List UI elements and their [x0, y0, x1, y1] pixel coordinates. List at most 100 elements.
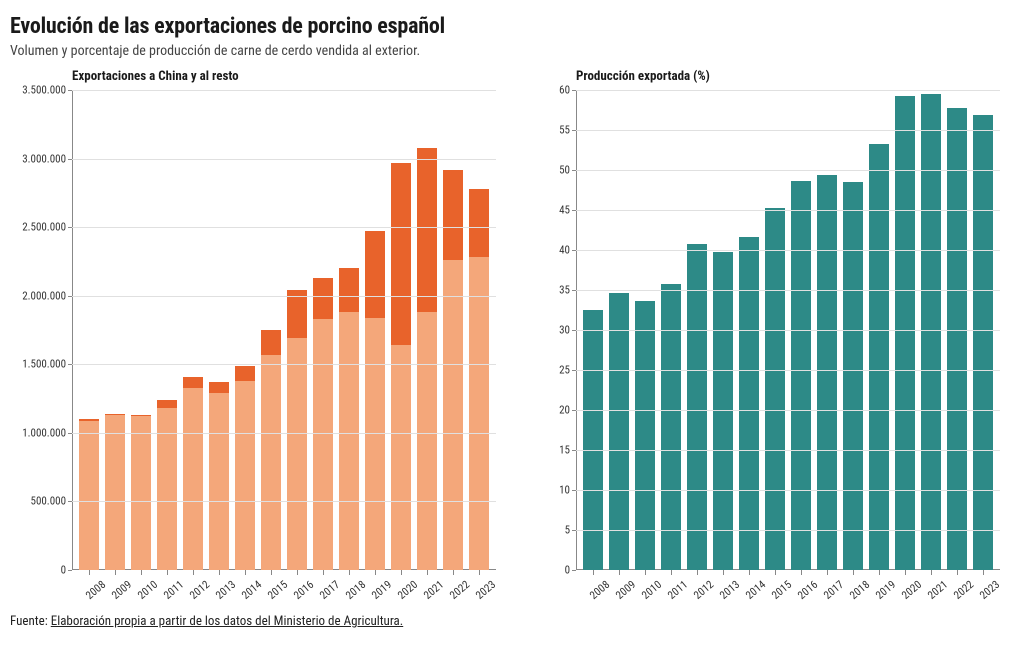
- x-tick-mark: [931, 570, 932, 575]
- x-tick-mark: [671, 570, 672, 575]
- stacked-bar: [365, 231, 386, 570]
- bar-slot: [284, 90, 310, 570]
- x-label-slot: 2017: [310, 570, 336, 598]
- x-label-slot: 2020: [388, 570, 414, 598]
- x-label-slot: 2016: [788, 570, 814, 598]
- stacked-bar: [235, 366, 256, 570]
- bar-slot: [232, 90, 258, 570]
- source-footer: Fuente: Elaboración propia a partir de l…: [10, 614, 1010, 629]
- x-tick-mark: [593, 570, 594, 575]
- bar-segment: [661, 284, 682, 570]
- x-tick-mark: [89, 570, 90, 575]
- chart-title: Evolución de las exportaciones de porcin…: [10, 14, 1010, 39]
- x-label-slot: 2015: [762, 570, 788, 598]
- x-label-slot: 2010: [632, 570, 658, 598]
- grid-line: [72, 159, 496, 160]
- y-tick-label: 20: [559, 403, 576, 416]
- y-tick-label: 2.500.000: [22, 221, 72, 234]
- x-label-slot: 2023: [970, 570, 996, 598]
- x-label-slot: 2013: [206, 570, 232, 598]
- x-label-slot: 2022: [944, 570, 970, 598]
- y-tick-label: 35: [559, 284, 576, 297]
- percent-bar: [661, 284, 682, 570]
- y-tick-label: 30: [559, 324, 576, 337]
- x-tick-mark: [219, 570, 220, 575]
- percent-bar: [817, 175, 838, 570]
- bar-slot: [336, 90, 362, 570]
- x-label-slot: 2014: [232, 570, 258, 598]
- panel-left-title: Exportaciones a China y al resto: [72, 69, 496, 84]
- percent-bar: [791, 181, 812, 570]
- x-tick-mark: [801, 570, 802, 575]
- x-label-slot: 2008: [580, 570, 606, 598]
- bar-slot: [128, 90, 154, 570]
- x-tick-mark: [827, 570, 828, 575]
- source-link[interactable]: Elaboración propia a partir de los datos…: [51, 614, 403, 629]
- bar-segment-china: [235, 366, 256, 381]
- bar-segment-rest: [209, 393, 230, 570]
- grid-line: [576, 410, 1000, 411]
- bar-segment-rest: [183, 388, 204, 570]
- plot-exports-volume: 2008200920102011201220132014201520162017…: [72, 90, 496, 570]
- x-label-slot: 2011: [658, 570, 684, 598]
- stacked-bar: [469, 189, 490, 570]
- stacked-bar: [339, 268, 360, 570]
- y-tick-label: 0: [61, 564, 72, 577]
- x-label-slot: 2014: [736, 570, 762, 598]
- bar-segment-china: [261, 330, 282, 355]
- panel-exports-percent: Producción exportada (%) 200820092010201…: [516, 69, 1000, 570]
- bar-slot: [154, 90, 180, 570]
- bar-segment: [583, 310, 604, 570]
- x-label-slot: 2021: [918, 570, 944, 598]
- x-tick-mark: [193, 570, 194, 575]
- x-label-slot: 2019: [362, 570, 388, 598]
- x-label-slot: 2018: [336, 570, 362, 598]
- x-label-slot: 2022: [440, 570, 466, 598]
- panel-right-title: Producción exportada (%): [576, 69, 1000, 84]
- percent-bar: [609, 293, 630, 570]
- x-tick-mark: [323, 570, 324, 575]
- bar-segment-china: [417, 148, 438, 313]
- bar-segment: [791, 181, 812, 570]
- grid-line: [576, 290, 1000, 291]
- stacked-bar: [313, 278, 334, 570]
- bar-segment-rest: [339, 312, 360, 570]
- stacked-bar: [391, 163, 412, 570]
- y-tick-label: 50: [559, 163, 576, 176]
- bar-slot: [180, 90, 206, 570]
- x-tick-mark: [427, 570, 428, 575]
- x-tick-mark: [645, 570, 646, 575]
- x-tick-mark: [479, 570, 480, 575]
- grid-line: [72, 364, 496, 365]
- x-tick-mark: [453, 570, 454, 575]
- grid-line: [576, 170, 1000, 171]
- bar-segment: [973, 115, 994, 570]
- x-tick-label: 2023: [977, 578, 1002, 602]
- bar-slot: [466, 90, 492, 570]
- percent-bar: [947, 108, 968, 570]
- bar-segment: [739, 237, 760, 570]
- bar-segment-rest: [287, 338, 308, 570]
- bar-segment: [765, 208, 786, 570]
- bar-segment-china: [365, 231, 386, 317]
- grid-line: [576, 490, 1000, 491]
- y-tick-label: 40: [559, 243, 576, 256]
- grid-line: [576, 530, 1000, 531]
- grid-line: [72, 501, 496, 502]
- grid-line: [576, 450, 1000, 451]
- percent-bar: [739, 237, 760, 570]
- bar-segment-rest: [443, 260, 464, 570]
- y-tick-label: 500.000: [31, 495, 72, 508]
- stacked-bar: [287, 290, 308, 570]
- x-tick-mark: [619, 570, 620, 575]
- stacked-bar: [417, 148, 438, 570]
- x-tick-mark: [775, 570, 776, 575]
- x-tick-mark: [697, 570, 698, 575]
- bar-slot: [414, 90, 440, 570]
- panel-exports-volume: Exportaciones a China y al resto 2008200…: [10, 69, 496, 570]
- stacked-bar: [79, 419, 100, 570]
- grid-line: [576, 90, 1000, 91]
- bar-segment-china: [157, 400, 178, 408]
- x-label-slot: 2016: [284, 570, 310, 598]
- y-tick-label: 0: [565, 564, 576, 577]
